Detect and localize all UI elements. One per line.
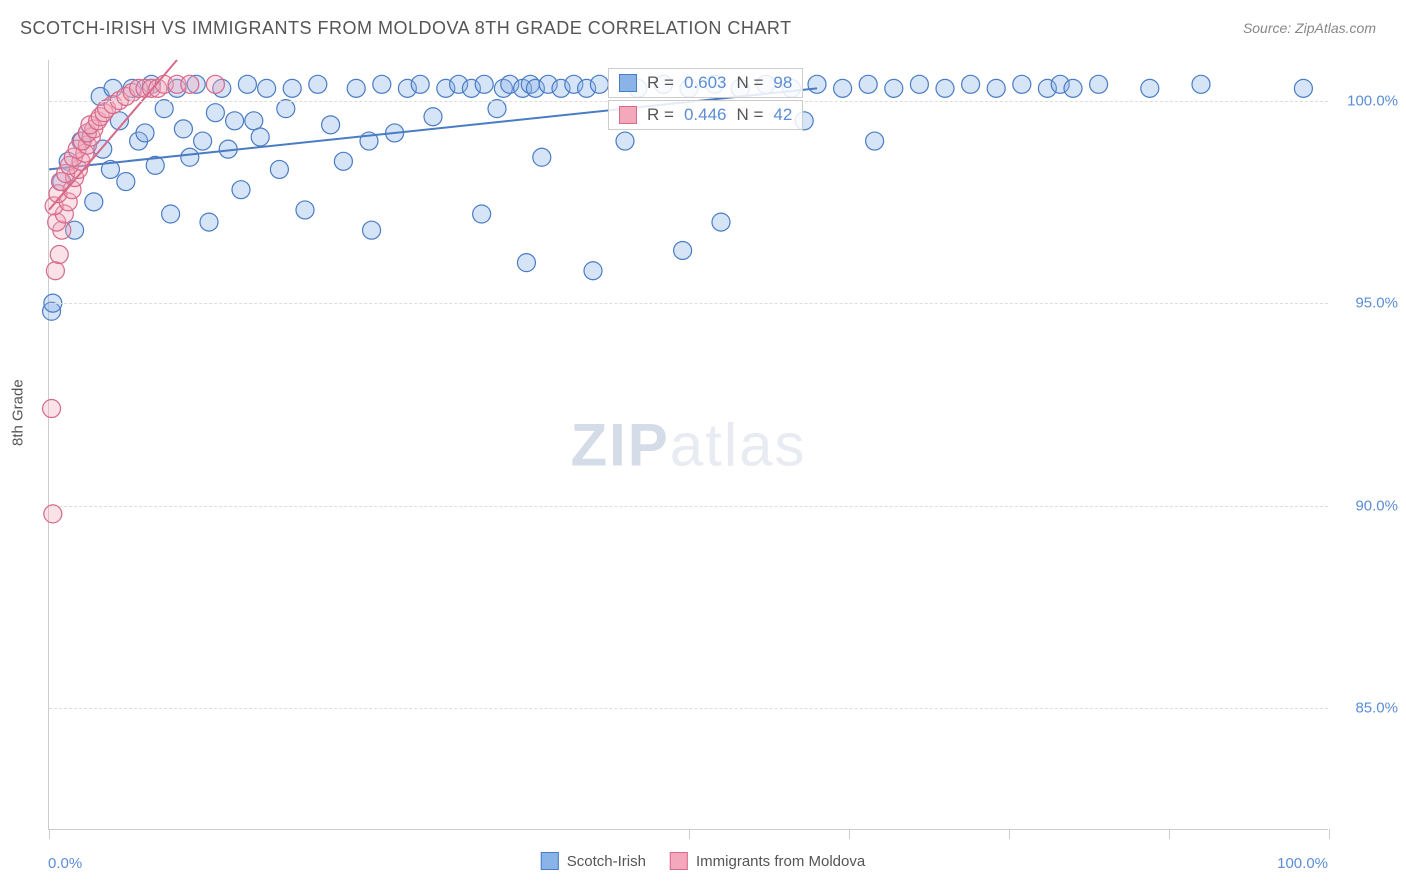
y-tick-label: 100.0% bbox=[1347, 92, 1398, 109]
data-point bbox=[533, 148, 551, 166]
x-tick bbox=[1169, 829, 1170, 839]
data-point bbox=[136, 124, 154, 142]
x-axis-max-label: 100.0% bbox=[1277, 855, 1328, 872]
data-point bbox=[866, 132, 884, 150]
data-point bbox=[808, 75, 826, 93]
y-tick-label: 90.0% bbox=[1355, 497, 1398, 514]
data-point bbox=[859, 75, 877, 93]
data-point bbox=[1064, 79, 1082, 97]
stat-r-value: 0.446 bbox=[684, 105, 727, 125]
y-axis-label: 8th Grade bbox=[10, 379, 27, 446]
stat-n-value: 98 bbox=[773, 73, 792, 93]
data-point bbox=[258, 79, 276, 97]
data-point bbox=[162, 205, 180, 223]
data-point bbox=[674, 241, 692, 259]
data-point bbox=[334, 152, 352, 170]
data-point bbox=[277, 100, 295, 118]
stat-r-value: 0.603 bbox=[684, 73, 727, 93]
data-point bbox=[283, 79, 301, 97]
data-point bbox=[200, 213, 218, 231]
legend-swatch bbox=[670, 852, 688, 870]
x-tick bbox=[1329, 829, 1330, 839]
stat-r-label: R = bbox=[647, 73, 674, 93]
data-point bbox=[251, 128, 269, 146]
data-point bbox=[488, 100, 506, 118]
data-point bbox=[517, 254, 535, 272]
data-point bbox=[590, 75, 608, 93]
data-point bbox=[181, 75, 199, 93]
data-point bbox=[1192, 75, 1210, 93]
chart-svg bbox=[49, 60, 1328, 829]
data-point bbox=[962, 75, 980, 93]
data-point bbox=[206, 104, 224, 122]
data-point bbox=[232, 181, 250, 199]
legend-swatch bbox=[541, 852, 559, 870]
data-point bbox=[296, 201, 314, 219]
x-tick bbox=[689, 829, 690, 839]
data-point bbox=[475, 75, 493, 93]
data-point bbox=[712, 213, 730, 231]
source-label: Source: ZipAtlas.com bbox=[1243, 20, 1376, 36]
data-point bbox=[50, 246, 68, 264]
data-point bbox=[616, 132, 634, 150]
y-tick-label: 85.0% bbox=[1355, 700, 1398, 717]
data-point bbox=[44, 505, 62, 523]
legend-item: Immigrants from Moldova bbox=[670, 852, 865, 870]
data-point bbox=[46, 262, 64, 280]
data-point bbox=[322, 116, 340, 134]
data-point bbox=[85, 193, 103, 211]
legend-label: Immigrants from Moldova bbox=[696, 853, 865, 870]
data-point bbox=[424, 108, 442, 126]
legend: Scotch-Irish Immigrants from Moldova bbox=[541, 852, 865, 870]
stat-swatch bbox=[619, 106, 637, 124]
data-point bbox=[174, 120, 192, 138]
data-point bbox=[43, 400, 61, 418]
stat-n-label: N = bbox=[736, 73, 763, 93]
stat-box: R = 0.446 N = 42 bbox=[608, 100, 803, 130]
chart-container: SCOTCH-IRISH VS IMMIGRANTS FROM MOLDOVA … bbox=[0, 0, 1406, 892]
data-point bbox=[910, 75, 928, 93]
data-point bbox=[181, 148, 199, 166]
data-point bbox=[309, 75, 327, 93]
stat-n-value: 42 bbox=[773, 105, 792, 125]
data-point bbox=[206, 75, 224, 93]
grid-line bbox=[49, 708, 1328, 709]
data-point bbox=[834, 79, 852, 97]
data-point bbox=[987, 79, 1005, 97]
data-point bbox=[1141, 79, 1159, 97]
data-point bbox=[936, 79, 954, 97]
data-point bbox=[117, 173, 135, 191]
data-point bbox=[245, 112, 263, 130]
y-tick-label: 95.0% bbox=[1355, 295, 1398, 312]
data-point bbox=[584, 262, 602, 280]
legend-item: Scotch-Irish bbox=[541, 852, 646, 870]
data-point bbox=[411, 75, 429, 93]
data-point bbox=[1013, 75, 1031, 93]
stat-box: R = 0.603 N = 98 bbox=[608, 68, 803, 98]
data-point bbox=[363, 221, 381, 239]
data-point bbox=[373, 75, 391, 93]
data-point bbox=[1294, 79, 1312, 97]
chart-title: SCOTCH-IRISH VS IMMIGRANTS FROM MOLDOVA … bbox=[20, 18, 792, 39]
x-tick bbox=[49, 829, 50, 839]
data-point bbox=[1090, 75, 1108, 93]
plot-area: ZIPatlas 85.0%90.0%95.0%100.0% bbox=[48, 60, 1328, 830]
stat-r-label: R = bbox=[647, 105, 674, 125]
x-tick bbox=[1009, 829, 1010, 839]
stat-n-label: N = bbox=[736, 105, 763, 125]
data-point bbox=[238, 75, 256, 93]
data-point bbox=[347, 79, 365, 97]
grid-line bbox=[49, 303, 1328, 304]
data-point bbox=[226, 112, 244, 130]
data-point bbox=[885, 79, 903, 97]
stat-swatch bbox=[619, 74, 637, 92]
data-point bbox=[155, 100, 173, 118]
legend-label: Scotch-Irish bbox=[567, 853, 646, 870]
data-point bbox=[194, 132, 212, 150]
x-axis-min-label: 0.0% bbox=[48, 855, 82, 872]
data-point bbox=[270, 160, 288, 178]
data-point bbox=[473, 205, 491, 223]
x-tick bbox=[849, 829, 850, 839]
grid-line bbox=[49, 506, 1328, 507]
